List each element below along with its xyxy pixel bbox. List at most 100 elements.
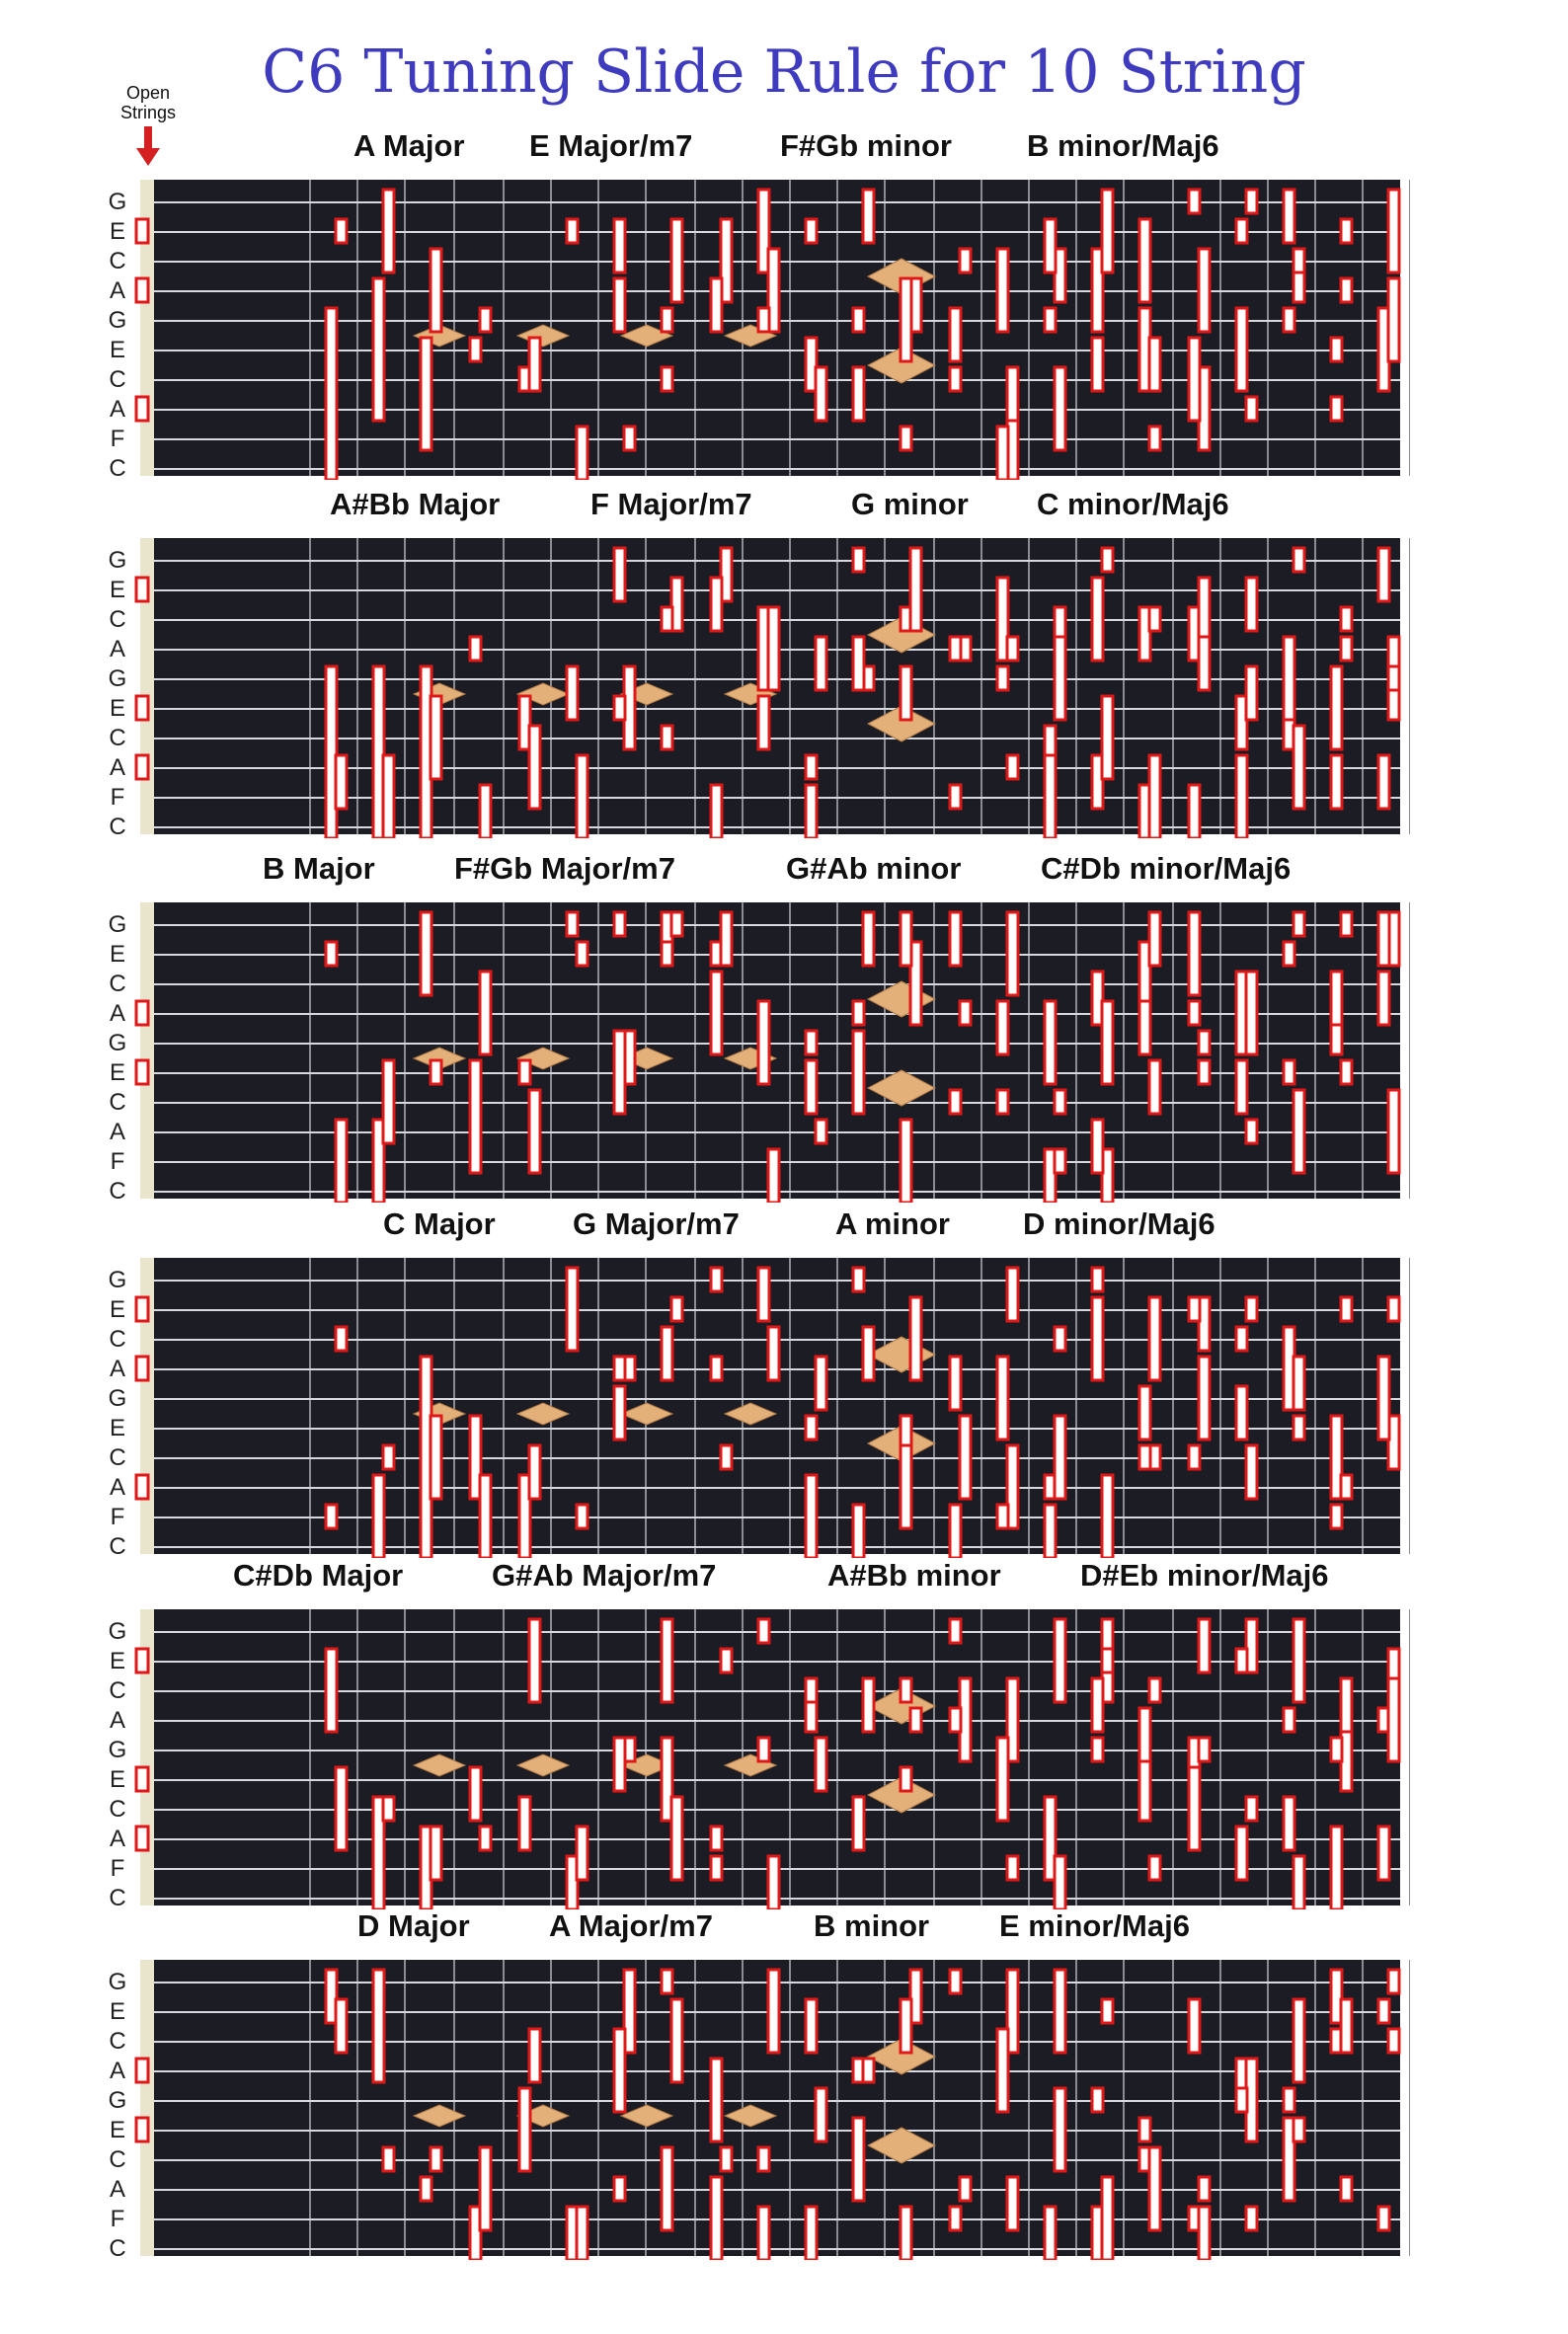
fret [933, 180, 935, 476]
fret [1409, 180, 1410, 476]
fret [453, 180, 455, 476]
slide-marker [709, 970, 724, 1056]
slide-marker [1329, 395, 1344, 423]
slide-marker [371, 664, 386, 838]
slide-marker [1090, 2086, 1105, 2114]
slide-marker [1053, 635, 1067, 722]
slide-marker [1376, 970, 1391, 1027]
fret [356, 1258, 358, 1554]
string [154, 2189, 1400, 2191]
slide-marker [995, 664, 1010, 692]
fret [453, 538, 455, 834]
fret [836, 902, 838, 1199]
slide-marker [1282, 1058, 1296, 1086]
slide-marker [517, 1473, 532, 1558]
nut [140, 1960, 154, 2256]
slide-marker [814, 1118, 828, 1145]
slide-marker [1329, 970, 1344, 1027]
slide-marker [1137, 999, 1152, 1056]
open-string-marker [134, 276, 150, 304]
slide-marker [468, 1058, 483, 1175]
fret [1123, 180, 1125, 476]
slide-marker [429, 1414, 443, 1501]
slide-marker [766, 247, 781, 334]
slide-marker [1005, 1676, 1020, 1763]
slide-marker [1197, 1058, 1212, 1086]
fret [836, 1960, 838, 2256]
string-name: F [110, 426, 125, 452]
slide-marker [948, 1355, 963, 1412]
slide-marker [1187, 188, 1202, 215]
fret [789, 180, 791, 476]
fret-inlay [866, 1776, 937, 1814]
slide-marker [756, 2205, 771, 2260]
slide-marker [1197, 247, 1212, 334]
string-name: G [108, 665, 127, 692]
slide-marker [1090, 1295, 1105, 1382]
slide-marker [1005, 1854, 1020, 1882]
slide-marker [1234, 217, 1249, 245]
slide-marker [995, 1736, 1010, 1823]
slide-marker [324, 940, 339, 968]
string-name: C [109, 1885, 126, 1911]
string [154, 589, 1400, 591]
slide-marker [1292, 1088, 1306, 1175]
fret [503, 902, 505, 1199]
string-name: A [109, 754, 125, 781]
slide-marker [1329, 336, 1344, 363]
slide-marker [1292, 1617, 1306, 1704]
slide-marker [766, 1854, 781, 1909]
chord-label: A Major/m7 [549, 1908, 713, 1943]
slide-marker [804, 2205, 819, 2260]
slide-marker [766, 1147, 781, 1203]
slide-marker [1386, 1088, 1401, 1175]
chord-label: D Major [357, 1908, 470, 1943]
fret-inlay [723, 2104, 778, 2128]
slide-marker [1244, 395, 1259, 423]
slide-marker [1244, 1795, 1259, 1823]
fret [404, 902, 406, 1199]
slide-marker [1282, 2116, 1296, 2203]
fret [1028, 538, 1030, 834]
open-string-marker [134, 1647, 150, 1674]
string [154, 1072, 1400, 1074]
chord-label: A minor [835, 1206, 950, 1241]
slide-marker [660, 1325, 674, 1382]
slide-marker [1043, 1503, 1058, 1558]
slide-marker [334, 753, 349, 811]
string-name: A [109, 2058, 125, 2084]
slide-marker [612, 217, 627, 274]
slide-marker [709, 1355, 724, 1382]
slide-marker [527, 2027, 542, 2084]
fret [309, 1609, 311, 1906]
slide-marker [1147, 2145, 1162, 2232]
slide-marker [995, 1088, 1010, 1116]
slide-marker [766, 605, 781, 692]
slide-marker [381, 1795, 396, 1823]
slide-marker [948, 910, 963, 968]
open-string-marker [134, 1355, 150, 1382]
fret [404, 1609, 406, 1906]
fret [356, 902, 358, 1199]
string-name: F [110, 2206, 125, 2232]
fret [453, 1960, 455, 2256]
slide-marker [804, 217, 819, 245]
fret [1267, 902, 1269, 1199]
slide-marker [1090, 970, 1105, 1027]
fret [597, 1960, 599, 2256]
fret [836, 538, 838, 834]
slide-marker [1197, 635, 1212, 692]
fret [503, 1609, 505, 1906]
string-name: G [108, 547, 127, 574]
slide-marker [719, 1443, 734, 1471]
slide-marker [1339, 1058, 1354, 1086]
fret [1075, 902, 1077, 1199]
fret-inlay [515, 1753, 571, 1777]
slide-marker [1197, 2205, 1212, 2260]
fret [503, 1258, 505, 1554]
slide-marker [1329, 753, 1344, 811]
slide-marker [575, 940, 589, 968]
slide-marker [478, 2145, 493, 2232]
fret [1362, 180, 1364, 476]
fret [1314, 1609, 1316, 1906]
